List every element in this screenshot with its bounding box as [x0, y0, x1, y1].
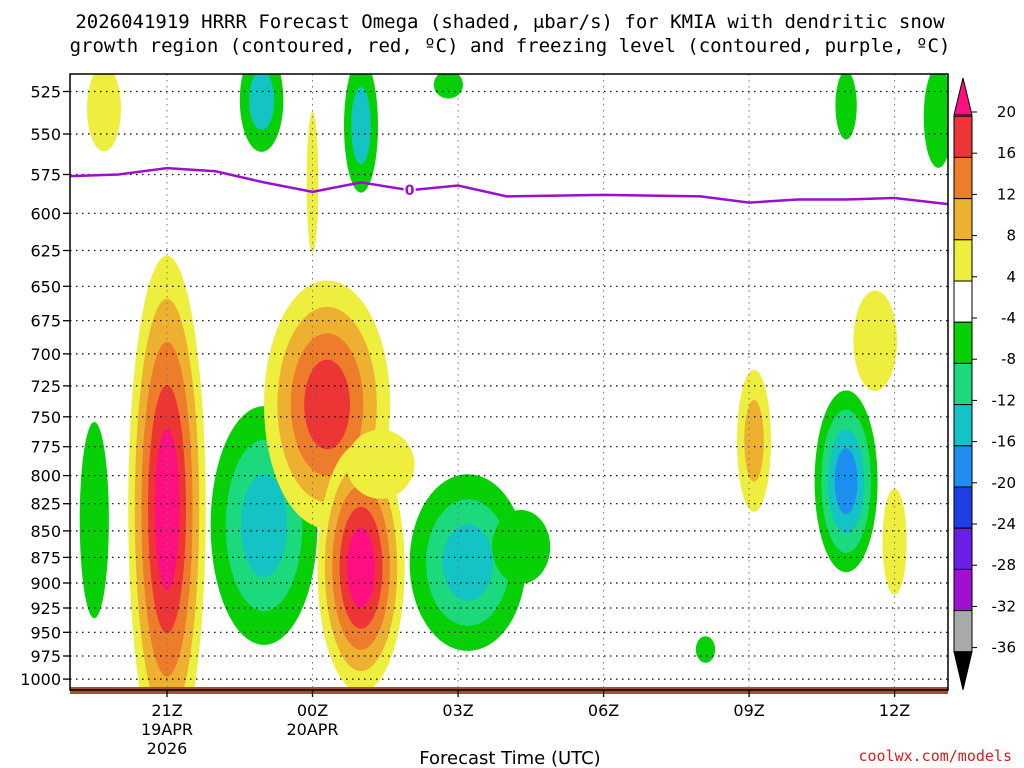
colorbar-label--12: -12: [992, 391, 1017, 409]
x-tick-label-1-line1: 00Z: [297, 701, 328, 720]
y-tick-label-550: 550: [30, 125, 61, 144]
y-tick-label-975: 975: [30, 647, 61, 666]
colorbar-swatch-4: [953, 239, 973, 282]
colorbar-swatch-8: [953, 404, 973, 447]
colorbar-label--4: -4: [1001, 309, 1016, 327]
colorbar-swatch-13: [953, 610, 973, 653]
omega-contour-12-0: [346, 429, 415, 499]
omega-contour-6-0: [923, 74, 948, 168]
omega-contour-7-4: [154, 428, 180, 591]
y-tick-label-1000: 1000: [20, 670, 61, 689]
x-tick-label-3-line1: 06Z: [588, 701, 619, 720]
y-tick-label-525: 525: [30, 83, 61, 102]
x-tick-label-0-line2: 19APR: [141, 720, 193, 739]
colorbar-label-4: 4: [1006, 268, 1016, 286]
omega-contour-16-0: [695, 636, 716, 663]
colorbar-label-16: 16: [997, 144, 1016, 162]
colorbar-swatch-9: [953, 445, 973, 488]
colorbar-swatch-10: [953, 486, 973, 529]
omega-contour-1-1: [249, 74, 275, 130]
omega-contour-13-2: [442, 524, 493, 601]
colorbar-swatch-1: [953, 115, 973, 158]
omega-contour-15-1: [744, 399, 764, 482]
colorbar-bottom-arrow: [953, 651, 973, 690]
omega-contour-8-0: [79, 421, 109, 619]
omega-shading: [79, 74, 948, 690]
colorbar-label--24: -24: [992, 515, 1017, 533]
freezing-level-label-bg: [403, 181, 416, 199]
y-tick-label-725: 725: [30, 377, 61, 396]
x-tick-label-5-line1: 12Z: [879, 701, 910, 720]
colorbar-label--36: -36: [992, 639, 1017, 657]
omega-contour-5-0: [835, 74, 857, 140]
omega-contour-14-0: [491, 510, 551, 584]
colorbar-swatch-2: [953, 156, 973, 200]
omega-contour-4-0: [433, 74, 463, 99]
omega-contour-3-1: [351, 87, 371, 165]
colorbar-label--28: -28: [992, 556, 1017, 574]
y-tick-label-625: 625: [30, 242, 61, 261]
x-axis-title: Forecast Time (UTC): [419, 748, 600, 768]
y-tick-label-825: 825: [30, 495, 61, 514]
colorbar-swatch-7: [953, 362, 973, 406]
x-tick-label-1-line2: 20APR: [286, 720, 338, 739]
y-tick-label-600: 600: [30, 204, 61, 223]
omega-contour-0-0: [87, 74, 121, 152]
chart-title-line2: growth region (contoured, red, ºC) and f…: [70, 35, 951, 57]
y-tick-label-700: 700: [30, 345, 61, 364]
plot-frame: [69, 73, 949, 691]
x-tick-label-2-line1: 03Z: [442, 701, 473, 720]
y-tick-label-800: 800: [30, 467, 61, 486]
colorbar-label-12: 12: [997, 185, 1016, 203]
omega-contour-9-2: [240, 473, 288, 578]
colorbar-swatch-12: [953, 568, 973, 612]
y-tick-label-675: 675: [30, 312, 61, 331]
x-tick-label-4-line1: 09Z: [733, 701, 764, 720]
y-tick-label-775: 775: [30, 438, 61, 457]
colorbar: 20 16 12 8 4 -4 -8 -12 -16 -20 -24 -28 -32 -36: [953, 77, 1017, 690]
credit-text: coolwx.com/models: [858, 747, 1012, 765]
colorbar-label--16: -16: [992, 433, 1017, 451]
omega-contour-10-3: [304, 359, 350, 450]
y-tick-label-575: 575: [30, 166, 61, 185]
pressure-axis: 525 550 575 600 625 650 675 700 725 750 775 800 825 8…: [20, 83, 70, 689]
colorbar-label-20: 20: [997, 103, 1016, 121]
chart-title-line1: 2026041919 HRRR Forecast Omega (shaded, …: [75, 11, 945, 33]
omega-contour-17-3: [834, 448, 858, 515]
colorbar-label--20: -20: [992, 474, 1017, 492]
colorbar-label--32: -32: [992, 597, 1017, 615]
freezing-level-label: 0: [405, 183, 415, 199]
omega-contour-18-0: [853, 290, 897, 392]
colorbar-swatch-3: [953, 198, 973, 241]
y-tick-label-850: 850: [30, 522, 61, 541]
freezing-level-line: [70, 166, 948, 206]
colorbar-label--8: -8: [1001, 350, 1016, 368]
grid-lines: [70, 74, 948, 690]
omega-contour-11-4: [347, 527, 375, 608]
freezing-level-layer: 0: [70, 166, 948, 206]
y-tick-label-925: 925: [30, 599, 61, 618]
colorbar-top-arrow: [953, 77, 973, 116]
y-tick-label-650: 650: [30, 277, 61, 296]
y-tick-label-950: 950: [30, 623, 61, 642]
colorbar-label-8: 8: [1006, 227, 1016, 245]
x-tick-label-0-line3: 2026: [147, 739, 188, 758]
colorbar-swatch-11: [953, 527, 973, 570]
y-tick-label-900: 900: [30, 574, 61, 593]
x-tick-label-0-line1: 21Z: [151, 701, 182, 720]
omega-contour-19-0: [882, 488, 907, 595]
colorbar-swatch-5: [953, 280, 973, 323]
y-tick-label-750: 750: [30, 408, 61, 427]
y-tick-label-875: 875: [30, 548, 61, 567]
colorbar-swatch-6: [953, 321, 973, 364]
